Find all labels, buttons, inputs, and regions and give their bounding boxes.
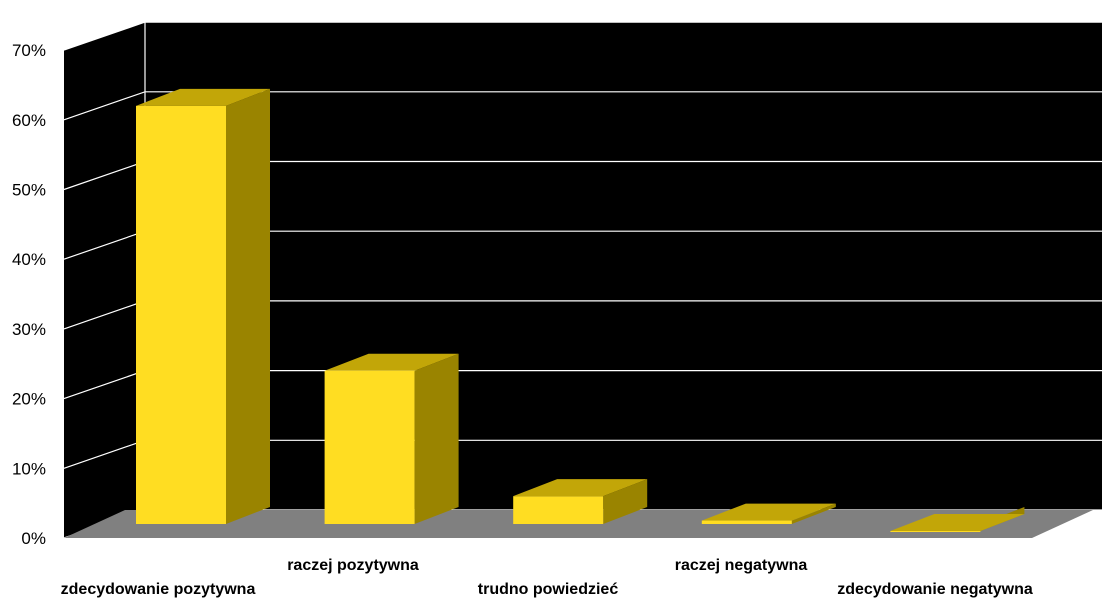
x-category-label: trudno powiedzieć [478,581,619,598]
bar [513,479,648,524]
y-tick-label: 70% [12,41,46,60]
bar-top [890,514,1025,532]
bar-front [324,370,415,524]
bar-side [226,88,270,525]
y-tick-label: 60% [12,111,46,130]
bar-top [136,88,270,106]
bar [890,507,1025,533]
y-tick-label: 10% [12,459,46,478]
x-category-label: zdecydowanie negatywna [837,581,1033,598]
bar-front [513,496,604,524]
bar-front [136,105,226,525]
y-tick-label: 30% [12,320,46,339]
bar [136,88,270,525]
bar-front [701,520,792,524]
y-tick-label: 50% [12,181,46,200]
bar-side [791,503,836,524]
x-axis: zdecydowanie pozytywna raczej pozytywna tr… [61,557,1033,598]
bar [701,503,836,524]
y-tick-label: 20% [12,390,46,409]
back-wall [145,22,1102,510]
y-axis: 0% 10% 20% 30% 40% 50% 60% 70% [12,41,46,548]
bar-top [701,503,836,521]
bar-top [513,479,648,497]
bar-side [603,479,648,524]
y-tick-label: 0% [21,529,46,548]
x-category-label: zdecydowanie pozytywna [61,581,256,598]
y-tick-label: 40% [12,250,46,269]
x-category-label: raczej pozytywna [287,557,419,574]
bars [136,88,1025,533]
bar-side [414,353,459,524]
side-wall [64,22,145,539]
bar-top [324,353,459,371]
bar-front [890,531,981,533]
bar [324,353,459,524]
x-category-label: raczej negatywna [675,557,808,574]
